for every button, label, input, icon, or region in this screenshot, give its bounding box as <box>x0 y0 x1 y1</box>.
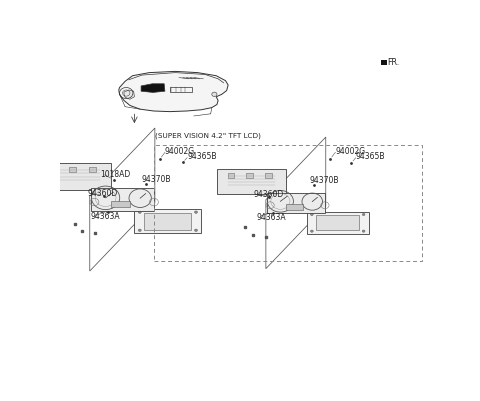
Text: 94002G: 94002G <box>165 146 195 155</box>
Circle shape <box>138 211 141 214</box>
Circle shape <box>212 93 217 97</box>
Text: 94370B: 94370B <box>141 175 170 184</box>
Circle shape <box>362 231 365 233</box>
Polygon shape <box>37 164 111 191</box>
Polygon shape <box>316 216 360 231</box>
Circle shape <box>138 229 141 232</box>
Polygon shape <box>141 85 165 93</box>
Polygon shape <box>119 72 228 112</box>
Bar <box>69 168 76 173</box>
Bar <box>246 174 253 178</box>
Circle shape <box>194 229 197 232</box>
Bar <box>111 201 130 207</box>
Polygon shape <box>217 170 286 195</box>
Polygon shape <box>134 210 202 233</box>
Text: 94365B: 94365B <box>187 152 217 161</box>
Polygon shape <box>124 91 134 100</box>
Polygon shape <box>267 193 325 213</box>
Text: 94360D: 94360D <box>88 189 118 198</box>
Bar <box>89 168 96 173</box>
Circle shape <box>194 211 197 214</box>
Text: 94002G: 94002G <box>335 146 365 155</box>
Circle shape <box>311 214 313 216</box>
Text: (SUPER VISION 4.2" TFT LCD): (SUPER VISION 4.2" TFT LCD) <box>155 132 261 138</box>
Bar <box>48 168 56 173</box>
Bar <box>286 205 303 210</box>
Text: 1018AD: 1018AD <box>100 170 131 178</box>
Polygon shape <box>91 189 154 211</box>
Text: 94370B: 94370B <box>309 176 339 185</box>
Circle shape <box>362 214 365 216</box>
Bar <box>228 174 234 178</box>
Polygon shape <box>307 212 369 234</box>
Bar <box>381 61 386 66</box>
Bar <box>154 146 421 261</box>
Text: 94365B: 94365B <box>356 152 385 161</box>
Circle shape <box>311 231 313 233</box>
Bar <box>265 174 272 178</box>
Bar <box>170 87 192 93</box>
Text: 94363A: 94363A <box>91 212 120 221</box>
Text: 94360D: 94360D <box>253 189 284 198</box>
Polygon shape <box>144 213 192 230</box>
Text: FR.: FR. <box>387 57 400 66</box>
Text: 94363A: 94363A <box>256 212 286 221</box>
